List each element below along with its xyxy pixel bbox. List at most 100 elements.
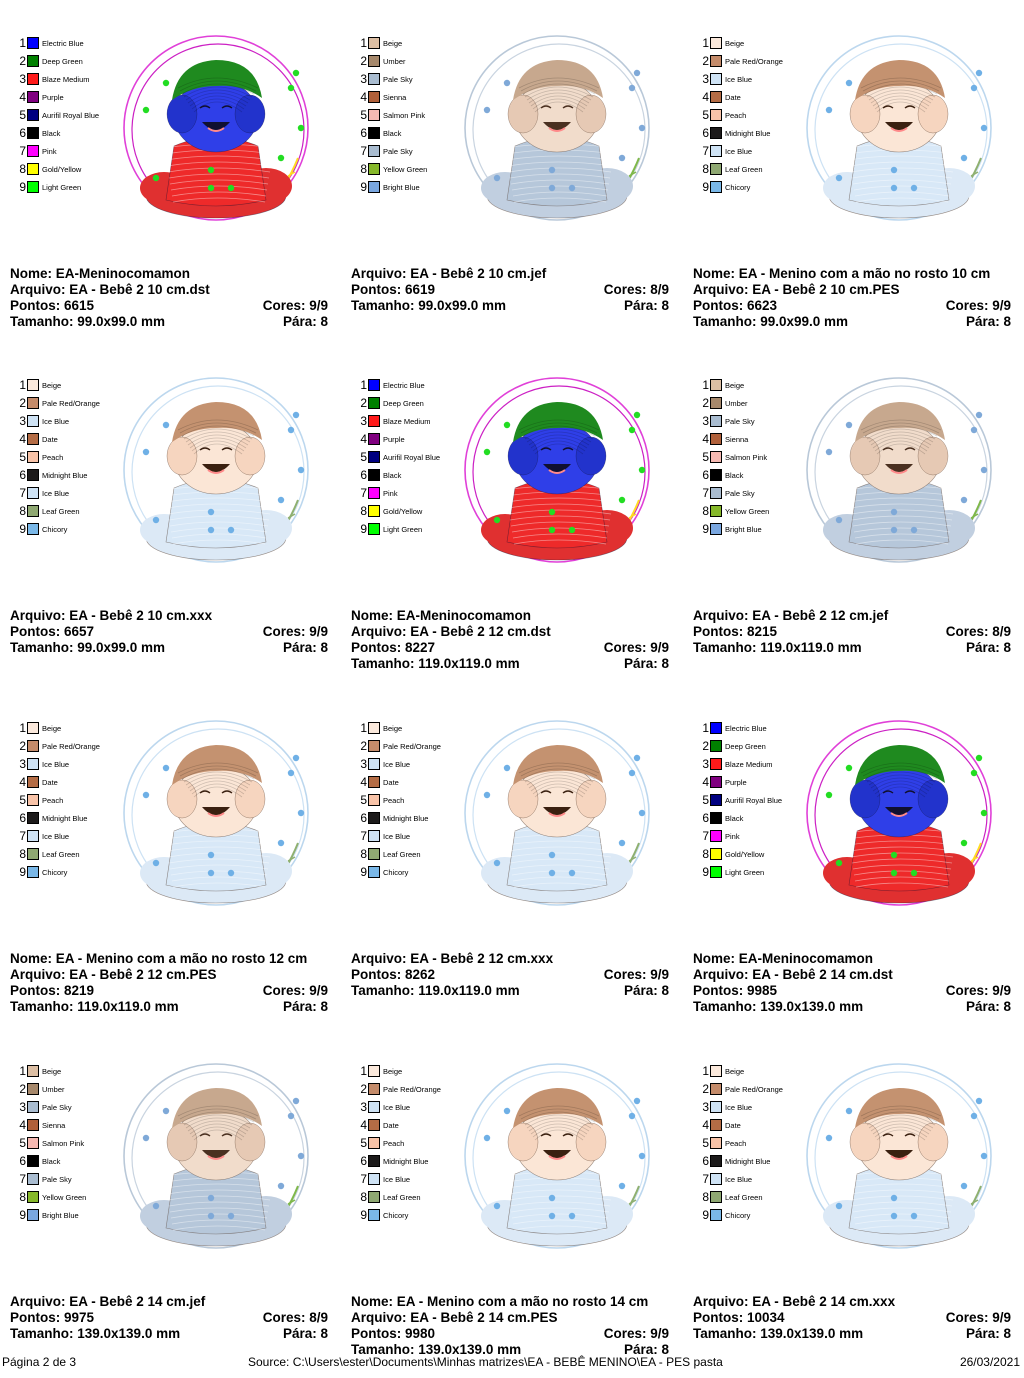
info-line: Arquivo: EA - Bebê 2 12 cm.jef (693, 608, 1011, 624)
color-swatch-row: 1 Electric Blue (355, 376, 465, 394)
color-name: Date (383, 777, 399, 787)
color-swatch (368, 812, 380, 824)
decor-dot (910, 184, 918, 192)
color-index: 4 (702, 775, 709, 789)
color-swatch (368, 163, 380, 175)
outer-ring (123, 720, 309, 906)
color-swatch-row: 3 Pale Sky (355, 70, 465, 88)
color-swatch-row: 4 Purple (697, 773, 807, 791)
color-swatch (368, 91, 380, 103)
color-swatch (368, 55, 380, 67)
embroidery-design-9 (123, 1063, 309, 1249)
color-swatch (710, 1155, 722, 1167)
info-label: Pontos: 10034 (693, 1310, 785, 1325)
decor-dot (227, 526, 235, 534)
color-swatch (710, 1209, 722, 1221)
decor-dot (483, 448, 491, 456)
color-name: Pale Red/Orange (42, 398, 100, 408)
color-index: 1 (360, 721, 367, 735)
color-index: 2 (19, 54, 26, 68)
info-label: Arquivo: EA - Bebê 2 10 cm.dst (10, 282, 210, 297)
color-swatch-row: 3 Pale Sky (697, 412, 807, 430)
color-name: Umber (42, 1084, 65, 1094)
color-index: 1 (19, 36, 26, 50)
design-info: Arquivo: EA - Bebê 2 10 cm.jef Pontos: 6… (351, 266, 669, 314)
color-swatch (710, 758, 722, 770)
color-index: 1 (19, 721, 26, 735)
color-index: 7 (19, 1172, 26, 1186)
color-name: Light Green (725, 867, 765, 877)
color-swatch (710, 181, 722, 193)
color-palette: 1 Beige 2 Pale Red/Orange 3 Ice Blue 4 D… (355, 1062, 465, 1224)
left-hand (849, 779, 881, 819)
decor-dot (628, 84, 636, 92)
color-name: Peach (42, 452, 64, 462)
info-line: Pontos: 10034 Cores: 9/9 (693, 1310, 1011, 1326)
embroidery-design-5 (806, 377, 992, 563)
outer-ring (806, 720, 992, 906)
decor-dot (835, 1202, 843, 1210)
color-name: Ice Blue (725, 1174, 753, 1184)
info-right-value: Cores: 9/9 (945, 298, 1011, 313)
design-info: Arquivo: EA - Bebê 2 10 cm.xxx Pontos: 6… (10, 608, 328, 656)
color-swatch-row: 3 Blaze Medium (14, 70, 124, 88)
info-label: Arquivo: EA - Bebê 2 14 cm.jef (10, 1294, 206, 1309)
info-label: Tamanho: 119.0x119.0 mm (693, 640, 862, 655)
color-swatch (27, 1155, 39, 1167)
color-name: Midnight Blue (383, 1156, 429, 1166)
decor-dot (297, 466, 305, 474)
info-right-value: Pára: 8 (965, 1326, 1011, 1341)
color-name: Deep Green (42, 56, 83, 66)
color-name: Pink (725, 831, 740, 841)
color-swatch-row: 7 Pale Sky (355, 142, 465, 160)
color-name: Yellow Green (383, 164, 428, 174)
decor-dot (548, 184, 556, 192)
color-swatch-row: 5 Peach (355, 791, 465, 809)
color-swatch (27, 1101, 39, 1113)
color-index: 6 (19, 468, 26, 482)
color-index: 2 (360, 54, 367, 68)
color-name: Peach (383, 795, 405, 805)
color-swatch (710, 487, 722, 499)
design-card: 1 Beige 2 Pale Red/Orange 3 Ice Blue 4 D… (351, 695, 681, 1035)
color-swatch-row: 7 Pale Sky (697, 484, 807, 502)
color-swatch (368, 433, 380, 445)
color-index: 7 (360, 1172, 367, 1186)
left-hand (507, 1122, 539, 1162)
color-name: Date (725, 92, 741, 102)
decor-dot (568, 526, 576, 534)
color-swatch-row: 9 Light Green (355, 520, 465, 538)
color-index: 9 (19, 865, 26, 879)
color-swatch (710, 163, 722, 175)
color-swatch-row: 3 Ice Blue (14, 412, 124, 430)
color-swatch-row: 3 Pale Sky (14, 1098, 124, 1116)
color-swatch-row: 4 Purple (355, 430, 465, 448)
baby-hair (172, 402, 262, 442)
color-swatch (368, 379, 380, 391)
color-name: Ice Blue (725, 146, 753, 156)
color-swatch (710, 109, 722, 121)
color-index: 1 (360, 378, 367, 392)
design-card: 1 Beige 2 Umber 3 Pale Sky 4 Sienna 5 Sa… (351, 10, 681, 350)
color-swatch (27, 145, 39, 157)
baby-hair (172, 60, 262, 100)
color-name: Black (42, 1156, 61, 1166)
info-line: Arquivo: EA - Bebê 2 12 cm.dst (351, 624, 669, 640)
design-card: 1 Beige 2 Umber 3 Pale Sky 4 Sienna 5 Sa… (10, 1038, 340, 1378)
color-name: Chicory (42, 524, 68, 534)
info-right-value: Pára: 8 (282, 640, 328, 655)
color-index: 2 (360, 739, 367, 753)
color-swatch-row: 8 Leaf Green (14, 502, 124, 520)
color-swatch-row: 9 Chicory (697, 1206, 807, 1224)
color-name: Sienna (383, 92, 407, 102)
decor-dot (548, 166, 556, 174)
info-label: Tamanho: 139.0x139.0 mm (693, 1326, 864, 1341)
color-name: Ice Blue (42, 416, 70, 426)
color-swatch-row: 9 Chicory (355, 863, 465, 881)
info-label: Nome: EA - Menino com a mão no rosto 12 … (10, 951, 308, 966)
decor-dot (227, 1212, 235, 1220)
info-line: Pontos: 6623 Cores: 9/9 (693, 298, 1011, 314)
color-name: Peach (383, 1138, 405, 1148)
color-name: Pale Red/Orange (383, 741, 441, 751)
right-hand (917, 94, 949, 134)
